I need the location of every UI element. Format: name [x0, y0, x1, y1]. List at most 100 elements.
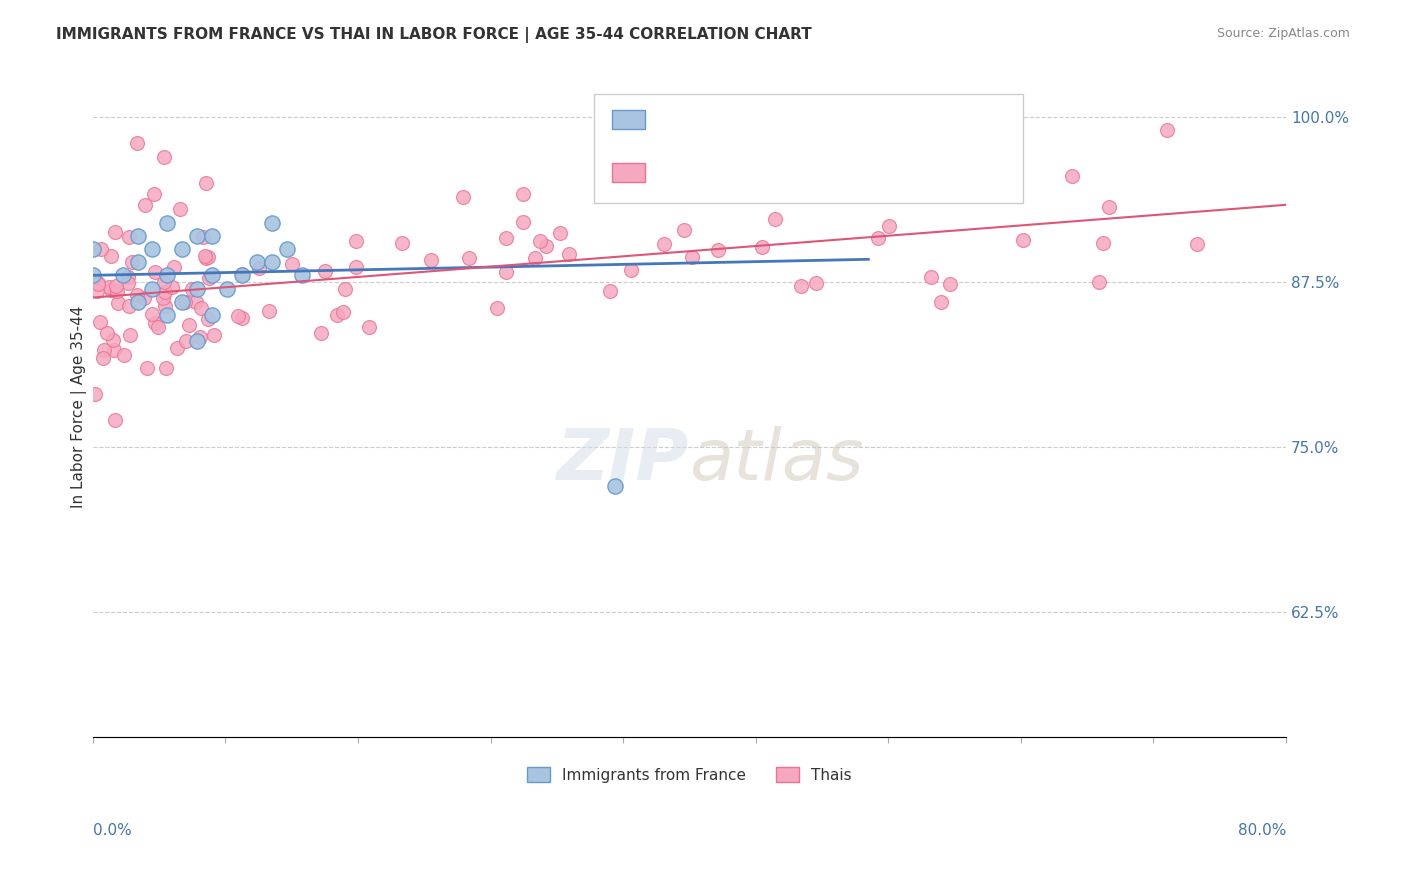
Point — [866, 230, 889, 244]
Point — [197, 270, 219, 285]
Point — [194, 249, 217, 263]
Point — [419, 253, 441, 268]
Point — [195, 252, 218, 266]
Point — [1012, 233, 1035, 247]
Text: Source: ZipAtlas.com: Source: ZipAtlas.com — [1216, 27, 1350, 40]
Point — [84, 387, 107, 401]
Point — [153, 299, 176, 313]
Point — [145, 316, 167, 330]
Point — [620, 263, 643, 277]
Point — [548, 227, 571, 241]
Point — [789, 279, 811, 293]
Point — [118, 300, 141, 314]
Point — [98, 280, 121, 294]
Point — [188, 330, 211, 344]
Point — [146, 320, 169, 334]
Point — [457, 251, 479, 265]
FancyBboxPatch shape — [593, 94, 1024, 202]
Point — [226, 309, 249, 323]
Text: ZIP: ZIP — [557, 425, 689, 494]
Point — [93, 351, 115, 365]
Point — [103, 343, 125, 357]
Point — [127, 136, 149, 151]
Point — [127, 255, 149, 269]
Point — [357, 319, 380, 334]
Point — [603, 479, 626, 493]
Point — [1156, 123, 1178, 137]
Point — [174, 295, 197, 310]
Point — [156, 268, 179, 283]
Point — [763, 211, 786, 226]
Point — [93, 343, 115, 357]
Legend: Immigrants from France, Thais: Immigrants from France, Thais — [520, 761, 858, 789]
Point — [156, 308, 179, 322]
Point — [179, 318, 201, 332]
Point — [1098, 200, 1121, 214]
Point — [125, 288, 148, 302]
Point — [485, 301, 508, 316]
Point — [155, 285, 177, 299]
Point — [346, 234, 368, 248]
Point — [190, 301, 212, 316]
Point — [231, 267, 253, 281]
Point — [166, 341, 188, 355]
Text: R = 0.055   N = 112: R = 0.055 N = 112 — [654, 164, 821, 182]
Point — [186, 334, 208, 349]
Point — [127, 294, 149, 309]
Point — [112, 347, 135, 361]
Point — [451, 190, 474, 204]
Point — [939, 277, 962, 291]
Point — [118, 230, 141, 244]
Point — [89, 315, 111, 329]
Point — [181, 282, 204, 296]
Point — [257, 304, 280, 318]
Point — [291, 268, 314, 283]
Point — [105, 284, 128, 298]
Point — [929, 295, 952, 310]
Point — [100, 249, 122, 263]
Point — [156, 215, 179, 229]
Point — [118, 327, 141, 342]
Point — [512, 187, 534, 202]
Point — [529, 234, 551, 248]
Point — [143, 186, 166, 201]
Text: 0.0%: 0.0% — [93, 822, 132, 838]
Point — [260, 255, 283, 269]
Point — [495, 231, 517, 245]
Y-axis label: In Labor Force | Age 35-44: In Labor Force | Age 35-44 — [72, 306, 87, 508]
Point — [186, 281, 208, 295]
Point — [1088, 275, 1111, 289]
Point — [247, 261, 270, 276]
Point — [121, 254, 143, 268]
Point — [344, 260, 367, 274]
Point — [246, 255, 269, 269]
Point — [652, 237, 675, 252]
Point — [201, 268, 224, 283]
Point — [96, 326, 118, 341]
Point — [153, 275, 176, 289]
Point — [143, 265, 166, 279]
Point — [1062, 169, 1084, 184]
Point — [172, 242, 194, 256]
Point — [314, 263, 336, 277]
Point — [963, 125, 986, 139]
Point — [332, 305, 354, 319]
Point — [104, 413, 127, 427]
Point — [87, 276, 110, 290]
Point — [101, 333, 124, 347]
Point — [558, 247, 581, 261]
Point — [141, 307, 163, 321]
Point — [1185, 236, 1208, 251]
Text: 80.0%: 80.0% — [1237, 822, 1286, 838]
Point — [195, 176, 218, 190]
Point — [512, 215, 534, 229]
Point — [117, 276, 139, 290]
Point — [117, 269, 139, 284]
Point — [921, 269, 943, 284]
Point — [534, 239, 557, 253]
Point — [326, 308, 349, 322]
Point — [111, 268, 134, 283]
Point — [186, 228, 208, 243]
Point — [160, 280, 183, 294]
Point — [524, 252, 547, 266]
